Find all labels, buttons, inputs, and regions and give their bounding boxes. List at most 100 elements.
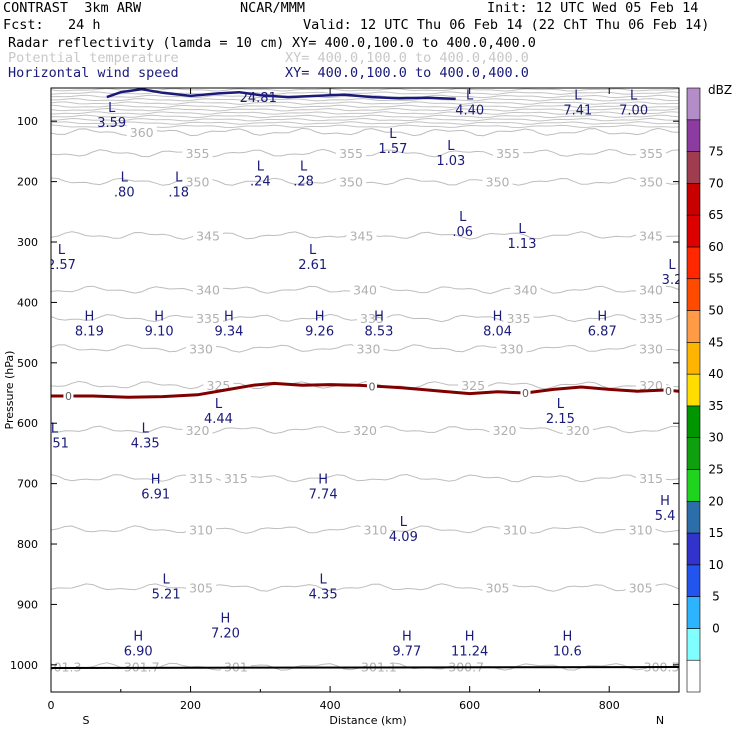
wind-extremum-high-marker: H — [660, 494, 670, 509]
wind-extremum-value: 2.61 — [298, 258, 327, 273]
wind-extremum-low-marker: L — [557, 397, 565, 412]
colorbar-swatch — [686, 214, 701, 248]
colorbar-swatch — [686, 532, 701, 566]
theta-label: 315 — [189, 471, 213, 486]
wind-extremum-high-marker: H — [402, 630, 412, 645]
wind-extremum-low-marker: L — [574, 88, 582, 103]
wind-extremum-value: 8.53 — [364, 325, 393, 340]
theta-label: 330 — [357, 341, 381, 356]
colorbar-unit: dBZ — [708, 83, 732, 97]
theta-upper-line — [51, 121, 679, 125]
theta-upper-line — [51, 111, 679, 115]
theta-label: 355 — [496, 146, 520, 161]
theta-label-bg — [336, 174, 367, 188]
colorbar: 0 5 10 15 20 25 30 35 40 45 50 55 60 65 70 75 — [686, 87, 724, 693]
theta-label-bg — [510, 282, 541, 296]
theta-label-bg — [193, 228, 223, 242]
theta-label: 350 — [339, 175, 363, 190]
theta-contour-325 — [51, 380, 679, 390]
theta-label-bg — [636, 471, 667, 485]
wind-speed-contour — [106, 88, 456, 101]
wind-extremum-low-marker: L — [58, 243, 66, 258]
forecast-hour: Fcst: 24 h — [3, 17, 101, 33]
colorbar-tick-label: 75 — [708, 145, 723, 159]
zero-contour-label: 0 — [522, 387, 529, 400]
colorbar-swatch — [686, 151, 701, 184]
colorbar-tick-label: 5 — [712, 590, 720, 604]
theta-label-bg — [493, 146, 524, 160]
theta-label-bg — [193, 282, 223, 296]
wind-extremum-value: 4.35 — [309, 587, 338, 602]
wind-extremum-high-marker: H — [84, 310, 94, 325]
theta-label: 310 — [364, 523, 388, 538]
x-axis-label: Distance (km) — [329, 714, 406, 727]
theta-label: 350 — [486, 175, 510, 190]
theta-label: 350 — [186, 175, 210, 190]
theta-label-bg — [186, 471, 217, 485]
theta-upper-line — [51, 114, 679, 119]
wind-extremum-value: 4.09 — [389, 530, 418, 545]
colorbar-tick-label: 10 — [708, 558, 723, 572]
theta-label-bg — [350, 282, 380, 296]
y-tick-label: 1000 — [10, 659, 38, 672]
theta-label: 340 — [196, 283, 220, 298]
wind-extremum-value: 5.21 — [152, 587, 181, 602]
wind-extremum-high-marker: H — [315, 310, 325, 325]
zero-dbz-contour: 0 0 0 0 — [51, 380, 679, 403]
colorbar-swatch — [686, 628, 701, 661]
theta-label: 310 — [189, 523, 213, 538]
theta-label: 350 — [639, 175, 663, 190]
theta-label: 320 — [353, 423, 377, 438]
theta-label: 305 — [189, 581, 213, 596]
wind-extremum-value: .24 — [250, 175, 271, 190]
x-axis-left-end: S — [83, 714, 90, 727]
theta-label-bg — [186, 580, 217, 594]
theta-label-bg — [186, 522, 217, 536]
zero-contour-label: 0 — [65, 390, 72, 403]
wind-extremum-low-marker: L — [163, 572, 171, 587]
theta-label-bg — [636, 311, 667, 325]
y-tick-label: 400 — [17, 296, 38, 309]
theta-label: 320 — [566, 423, 590, 438]
wind-extremum-low-marker: L — [142, 421, 150, 436]
wind-extremum-low-marker: L — [51, 421, 59, 436]
theta-label: 340 — [514, 283, 538, 298]
colorbar-tick-label: 35 — [708, 399, 723, 413]
wind-extremum-high-marker: H — [493, 310, 503, 325]
wind-extremum-value: 1.57 — [378, 142, 407, 157]
colorbar-swatch — [686, 500, 701, 534]
reflectivity-zero-contour — [51, 381, 679, 399]
wind-extremum-high-marker: H — [374, 310, 384, 325]
colorbar-tick-label: 15 — [708, 526, 723, 540]
theta-upper-line — [51, 104, 679, 109]
colorbar-tick-label: 20 — [708, 494, 723, 508]
colorbar-swatch — [686, 310, 701, 343]
y-axis-label: Pressure (hPa) — [3, 351, 16, 430]
x-tick-label: 0 — [48, 699, 55, 712]
colorbar-swatch — [686, 183, 701, 216]
model-title: CONTRAST 3km ARW — [3, 0, 142, 16]
zero-contour-label: 0 — [368, 380, 375, 393]
init-time: Init: 12 UTC Wed 05 Feb 14 — [487, 0, 699, 16]
theta-label: 320 — [493, 423, 517, 438]
wind-extremum-value: 9.77 — [392, 645, 421, 660]
colorbar-tick-label: 65 — [708, 208, 723, 222]
theta-label-bg — [126, 125, 157, 139]
theta-label-bg — [193, 311, 223, 325]
field-wind-xy: XY= 400.0,100.0 to 400.0,400.0 — [285, 65, 529, 81]
y-tick-label: 600 — [17, 417, 38, 430]
theta-label-bg — [350, 422, 380, 436]
wind-extremum-low-marker: L — [630, 88, 638, 103]
wind-extremum-value: 4.40 — [455, 103, 484, 118]
theta-label: 335 — [360, 311, 384, 326]
theta-label-bg — [126, 659, 157, 673]
theta-label: 355 — [339, 146, 363, 161]
zero-label-bg — [366, 380, 377, 392]
theta-label: 325 — [461, 378, 485, 393]
wind-extremum-value: .06 — [452, 225, 473, 240]
wind-extremum-value: 3.59 — [97, 116, 126, 131]
field-theta-name: Potential temperature — [8, 50, 179, 66]
wind-extremum-low-marker: L — [459, 210, 467, 225]
theta-label: 345 — [196, 228, 220, 243]
